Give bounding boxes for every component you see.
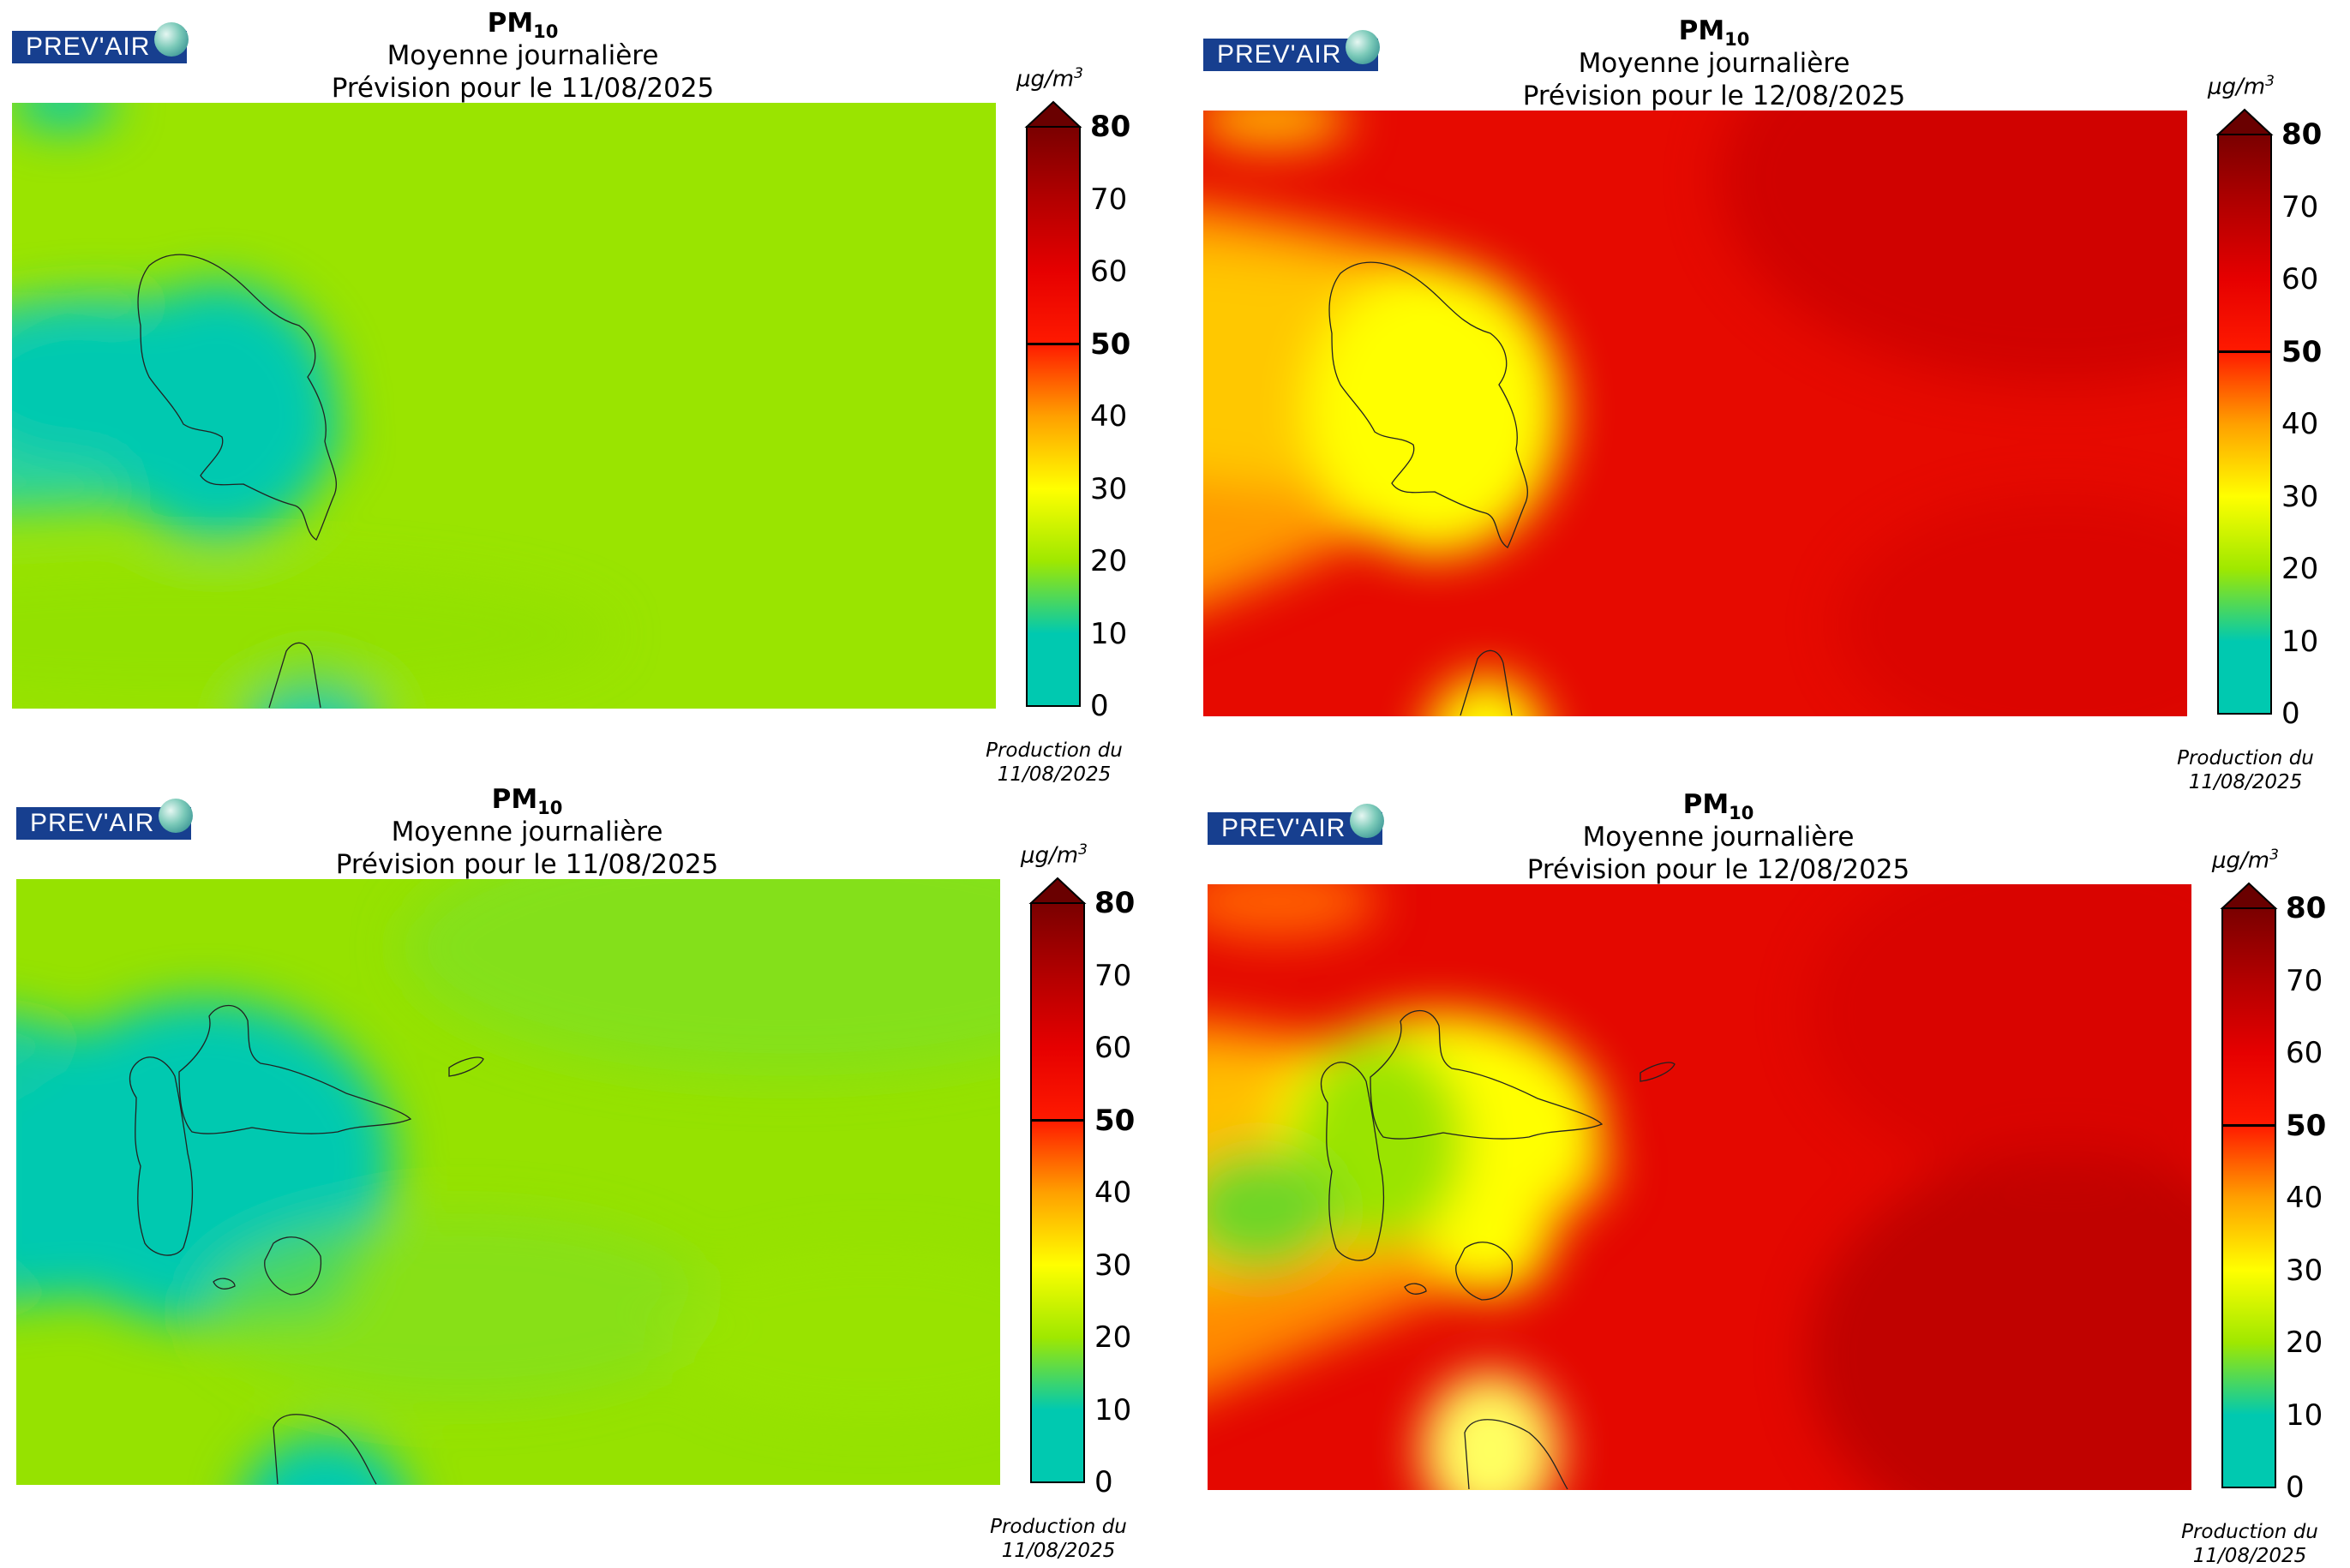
concentration-map [12, 103, 996, 709]
concentration-map [16, 879, 1000, 1485]
colorbar-tick-label: 0 [1090, 689, 1109, 723]
production-note: Production du 11/08/2025 [968, 739, 1140, 787]
colorbar-tick-label: 20 [2281, 552, 2319, 586]
prevair-logo: PREV'AIR [16, 799, 193, 840]
colorbar-tick-label: 40 [2281, 407, 2319, 441]
concentration-map [1208, 884, 2191, 1490]
colorbar-tick-label: 70 [1090, 182, 1128, 217]
colorbar-unit: μg/m3 [1016, 65, 1083, 93]
production-label: Production du [990, 1516, 1127, 1538]
production-date: 11/08/2025 [997, 763, 1112, 786]
colorbar [1024, 100, 1082, 709]
colorbar-tick-label: 0 [1094, 1465, 1113, 1499]
colorbar-tick-label: 80 [2286, 891, 2327, 925]
colorbar-unit: μg/m3 [1021, 841, 1088, 869]
pollutant-title: PM10 [1682, 789, 1754, 824]
logo-text: PREV'AIR [1217, 40, 1342, 69]
logo-text: PREV'AIR [1221, 814, 1346, 842]
colorbar [2220, 882, 2278, 1490]
colorbar-tick-label: 60 [1090, 254, 1128, 289]
globe-icon [154, 22, 189, 57]
forecast-date: Prévision pour le 11/08/2025 [335, 849, 719, 880]
map-subtitle: Moyenne journalière [1582, 822, 1855, 853]
colorbar-tick-label: 0 [2286, 1470, 2305, 1505]
colorbar [1028, 877, 1087, 1485]
colorbar-unit: μg/m3 [2208, 73, 2275, 100]
colorbar-tick-label: 30 [1090, 471, 1128, 506]
colorbar-tick-label: 40 [2286, 1181, 2323, 1215]
colorbar-tick-label: 50 [1090, 326, 1131, 362]
colorbar-tick-label: 50 [2281, 334, 2323, 369]
colorbar-tick-label: 20 [1094, 1320, 1132, 1355]
logo-text: PREV'AIR [26, 33, 151, 61]
forecast-panel-guadeloupe-day1: PREV'AIR PM10 Moyenne journalière Prévis… [4, 776, 1179, 1562]
colorbar-tick-label: 70 [2281, 189, 2319, 224]
colorbar-tick-label: 30 [1094, 1248, 1132, 1283]
forecast-date: Prévision pour le 12/08/2025 [1522, 81, 1906, 111]
map-subtitle: Moyenne journalière [387, 40, 659, 71]
production-date: 11/08/2025 [2188, 771, 2303, 793]
prevair-logo: PREV'AIR [1203, 30, 1380, 71]
colorbar-tick-label: 70 [2286, 963, 2323, 998]
map-subtitle: Moyenne journalière [1578, 48, 1850, 79]
pollutant-title: PM10 [1678, 15, 1750, 51]
forecast-date: Prévision pour le 12/08/2025 [1526, 854, 1910, 885]
colorbar-tick-label: 10 [1090, 616, 1128, 651]
production-label: Production du [2177, 747, 2314, 769]
production-label: Production du [2181, 1521, 2318, 1543]
colorbar-tick-label: 60 [1094, 1031, 1132, 1065]
prevair-logo: PREV'AIR [12, 22, 189, 63]
colorbar [2215, 108, 2274, 716]
concentration-map [1203, 111, 2187, 716]
colorbar-tick-label: 0 [2281, 697, 2300, 731]
colorbar-tick-label: 20 [1090, 544, 1128, 578]
production-label: Production du [986, 739, 1123, 762]
colorbar-tick-label: 30 [2286, 1253, 2323, 1288]
forecast-date: Prévision pour le 11/08/2025 [331, 73, 715, 104]
colorbar-tick-label: 80 [1094, 886, 1136, 920]
production-note: Production du 11/08/2025 [2164, 1520, 2335, 1568]
globe-icon [159, 799, 193, 833]
colorbar-tick-label: 30 [2281, 479, 2319, 514]
colorbar-tick-label: 40 [1090, 399, 1128, 434]
production-note: Production du 11/08/2025 [2160, 746, 2331, 794]
map-subtitle: Moyenne journalière [391, 817, 663, 847]
colorbar-tick-label: 80 [1090, 110, 1131, 144]
colorbar-tick-label: 60 [2281, 262, 2319, 296]
colorbar-tick-label: 80 [2281, 117, 2323, 152]
logo-text: PREV'AIR [30, 809, 155, 837]
colorbar-tick-label: 40 [1094, 1176, 1132, 1210]
colorbar-tick-label: 50 [1094, 1103, 1136, 1138]
colorbar-unit: μg/m3 [2212, 847, 2279, 874]
colorbar-tick-label: 70 [1094, 958, 1132, 993]
globe-icon [1350, 804, 1384, 838]
production-date: 11/08/2025 [2192, 1545, 2307, 1567]
colorbar-tick-label: 60 [2286, 1036, 2323, 1070]
colorbar-tick-label: 20 [2286, 1326, 2323, 1360]
colorbar-tick-label: 10 [2286, 1397, 2323, 1433]
globe-icon [1346, 30, 1380, 64]
pollutant-title: PM10 [491, 784, 563, 819]
production-note: Production du 11/08/2025 [973, 1515, 1144, 1563]
forecast-panel-guadeloupe-day2: PREV'AIR PM10 Moyenne journalière Prévis… [1196, 781, 2350, 1567]
colorbar-tick-label: 10 [1094, 1392, 1132, 1427]
colorbar-tick-label: 10 [2281, 624, 2319, 659]
colorbar-tick-label: 50 [2286, 1108, 2327, 1143]
forecast-panel-martinique-day2: PREV'AIR PM10 Moyenne journalière Prévis… [1191, 8, 2350, 793]
pollutant-title: PM10 [487, 8, 559, 43]
forecast-panel-martinique-day1: PREV'AIR PM10 Moyenne journalière Prévis… [0, 0, 1175, 786]
prevair-logo: PREV'AIR [1208, 804, 1384, 845]
production-date: 11/08/2025 [1001, 1540, 1116, 1562]
